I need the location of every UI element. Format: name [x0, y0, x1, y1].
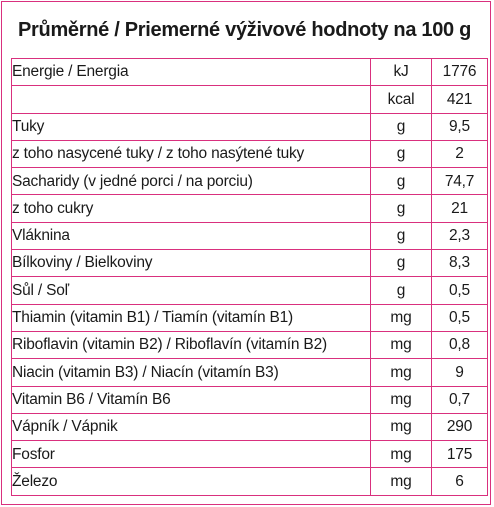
nutrient-unit: kJ	[370, 57, 432, 87]
nutrient-value: 0,5	[431, 303, 488, 332]
table-row: Thiamin (vitamin B1) / Tiamín (vitamín B…	[11, 303, 488, 332]
nutrient-unit: mg	[370, 467, 432, 496]
nutrient-name: Vitamin B6 / Vitamín B6	[11, 385, 371, 414]
table-row: Fosfor mg 175	[11, 440, 488, 469]
table-row: Energie / Energia kJ 1776	[11, 57, 488, 87]
nutrient-unit: kcal	[370, 85, 432, 114]
nutrient-value: 2,3	[431, 221, 488, 251]
nutrient-unit: g	[370, 249, 432, 278]
table-row: z toho cukry g 21	[11, 194, 488, 223]
nutrient-value: 2	[431, 139, 488, 169]
nutrient-name: Thiamin (vitamin B1) / Tiamín (vitamín B…	[11, 303, 371, 332]
nutrient-name: Sůl / Soľ	[11, 276, 371, 305]
table-row: Vláknina g 2,3	[11, 221, 488, 251]
nutrient-value: 74,7	[431, 167, 488, 196]
nutrient-name: Bílkoviny / Bielkoviny	[11, 249, 371, 278]
panel-title: Průměrné / Priemerné výživové hodnoty na…	[18, 18, 472, 41]
nutrient-value: 6	[431, 467, 488, 496]
nutrient-value: 175	[431, 440, 488, 469]
table-row: kcal 421	[11, 85, 488, 114]
nutrient-unit: g	[370, 112, 432, 141]
nutrient-unit: mg	[370, 385, 432, 414]
nutrient-value: 21	[431, 194, 488, 223]
table-row: Sůl / Soľ g 0,5	[11, 276, 488, 305]
nutrient-unit: mg	[370, 412, 432, 442]
nutrient-value: 0,7	[431, 385, 488, 414]
nutrient-unit: mg	[370, 440, 432, 469]
table-row: Bílkoviny / Bielkoviny g 8,3	[11, 249, 488, 278]
nutrient-name: Vláknina	[11, 221, 371, 251]
nutrient-name: Fosfor	[11, 440, 371, 469]
nutrient-value: 8,3	[431, 249, 488, 278]
nutrient-name	[11, 85, 371, 114]
nutrient-name: Sacharidy (v jedné porci / na porciu)	[11, 167, 371, 196]
table-row: Riboflavin (vitamin B2) / Riboflavín (vi…	[11, 330, 488, 360]
table-row: z toho nasycené tuky / z toho nasýtené t…	[11, 139, 488, 169]
nutrient-value: 9	[431, 358, 488, 387]
nutrient-value: 421	[431, 85, 488, 114]
nutrient-value: 9,5	[431, 112, 488, 141]
nutrient-name: Tuky	[11, 112, 371, 141]
nutrient-value: 0,5	[431, 276, 488, 305]
nutrient-unit: mg	[370, 330, 432, 360]
nutrient-unit: g	[370, 276, 432, 305]
nutrient-unit: mg	[370, 358, 432, 387]
table-row: Sacharidy (v jedné porci / na porciu) g 74…	[11, 167, 488, 196]
table-row: Vitamin B6 / Vitamín B6 mg 0,7	[11, 385, 488, 414]
nutrient-value: 0,8	[431, 330, 488, 360]
nutrient-name: Energie / Energia	[11, 57, 371, 87]
nutrient-value: 1776	[431, 57, 488, 87]
table-row: Niacin (vitamin B3) / Niacín (vitamín B3…	[11, 358, 488, 387]
table-row: Tuky g 9,5	[11, 112, 488, 141]
table-row: Vápník / Vápnik mg 290	[11, 412, 488, 442]
nutrient-name: z toho cukry	[11, 194, 371, 223]
nutrient-name: z toho nasycené tuky / z toho nasýtené t…	[11, 139, 371, 169]
nutrient-unit: g	[370, 139, 432, 169]
nutrient-unit: g	[370, 167, 432, 196]
nutrient-name: Niacin (vitamin B3) / Niacín (vitamín B3…	[11, 358, 371, 387]
nutrient-name: Železo	[11, 467, 371, 496]
table-row: Železo mg 6	[11, 467, 488, 496]
nutrient-name: Riboflavin (vitamin B2) / Riboflavín (vi…	[11, 330, 371, 360]
nutrition-table: Energie / Energia kJ 1776 kcal 421 Tuky g 9,5 z …	[11, 57, 488, 496]
nutrient-unit: g	[370, 194, 432, 223]
nutrient-name: Vápník / Vápnik	[11, 412, 371, 442]
nutrition-table-body: Energie / Energia kJ 1776 kcal 421 Tuky g 9,5 z …	[11, 57, 488, 496]
nutrient-unit: mg	[370, 303, 432, 332]
nutrient-value: 290	[431, 412, 488, 442]
nutrient-unit: g	[370, 221, 432, 251]
